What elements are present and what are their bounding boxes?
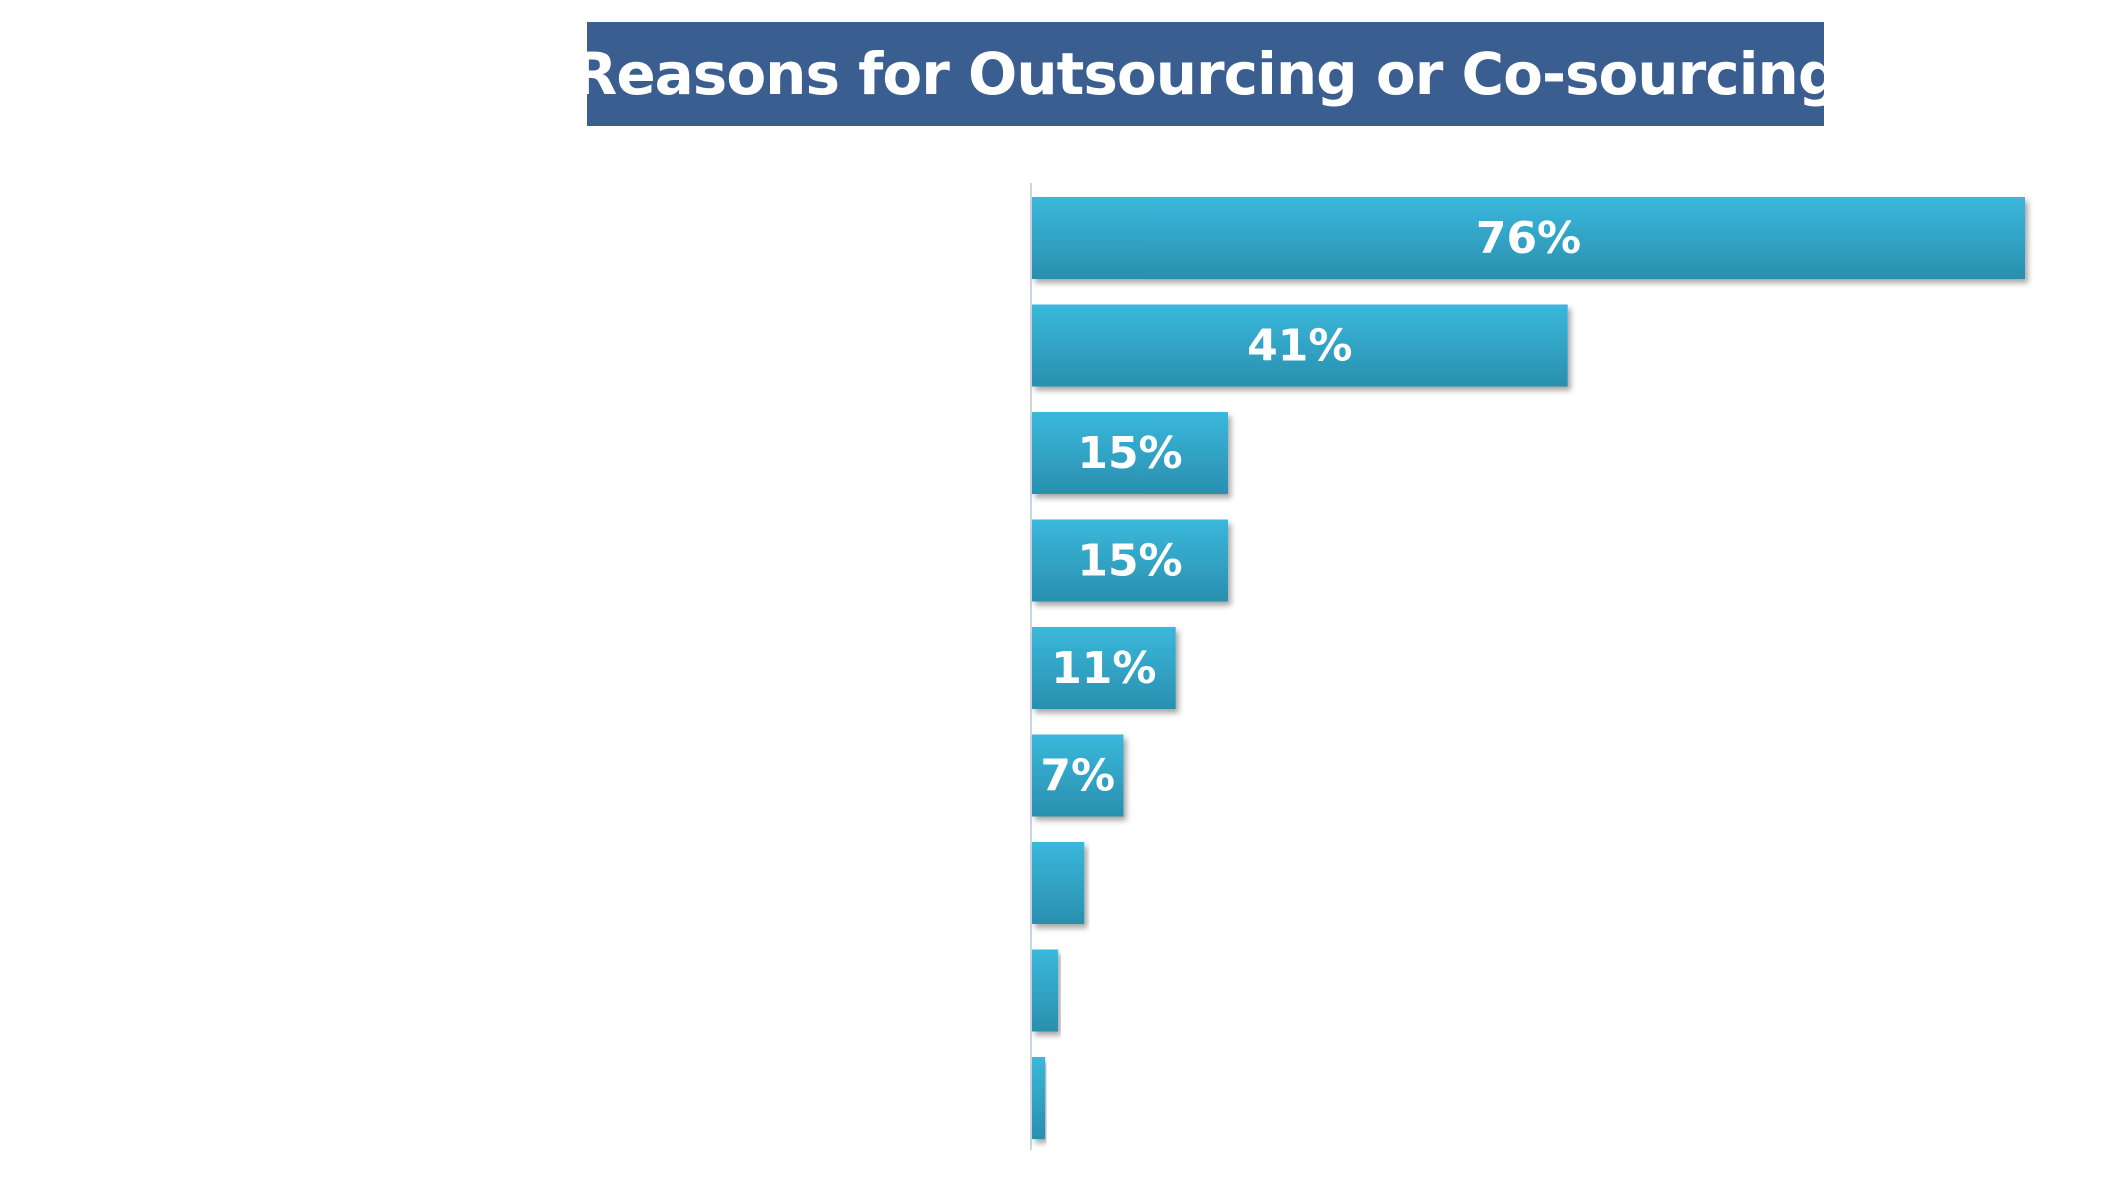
- bars-group: 76% 41% 15% 15% 11% 7%: [1032, 197, 2025, 1139]
- bar-5-value-label: 11%: [1051, 643, 1156, 694]
- bar-6-value-label: 7%: [1040, 751, 1115, 802]
- bar-1-value-label: 76%: [1476, 213, 1581, 264]
- bar-3-value-label: 15%: [1077, 428, 1182, 479]
- bar-5: [1032, 627, 1176, 709]
- bar-7: [1032, 842, 1085, 924]
- bar-4-value-label: 15%: [1077, 536, 1182, 587]
- chart-title: Reasons for Outsourcing or Co-sourcing: [572, 40, 1840, 108]
- bar-9: [1032, 1057, 1046, 1139]
- bar-2-value-label: 41%: [1247, 321, 1352, 372]
- chart-title-banner: Reasons for Outsourcing or Co-sourcing: [573, 22, 1839, 126]
- bar-4: [1032, 519, 1228, 602]
- bar-1: [1032, 197, 2025, 279]
- bar-6: [1032, 734, 1124, 817]
- bar-8: [1032, 949, 1059, 1032]
- bar-2: [1032, 304, 1568, 387]
- bar-3: [1032, 412, 1228, 494]
